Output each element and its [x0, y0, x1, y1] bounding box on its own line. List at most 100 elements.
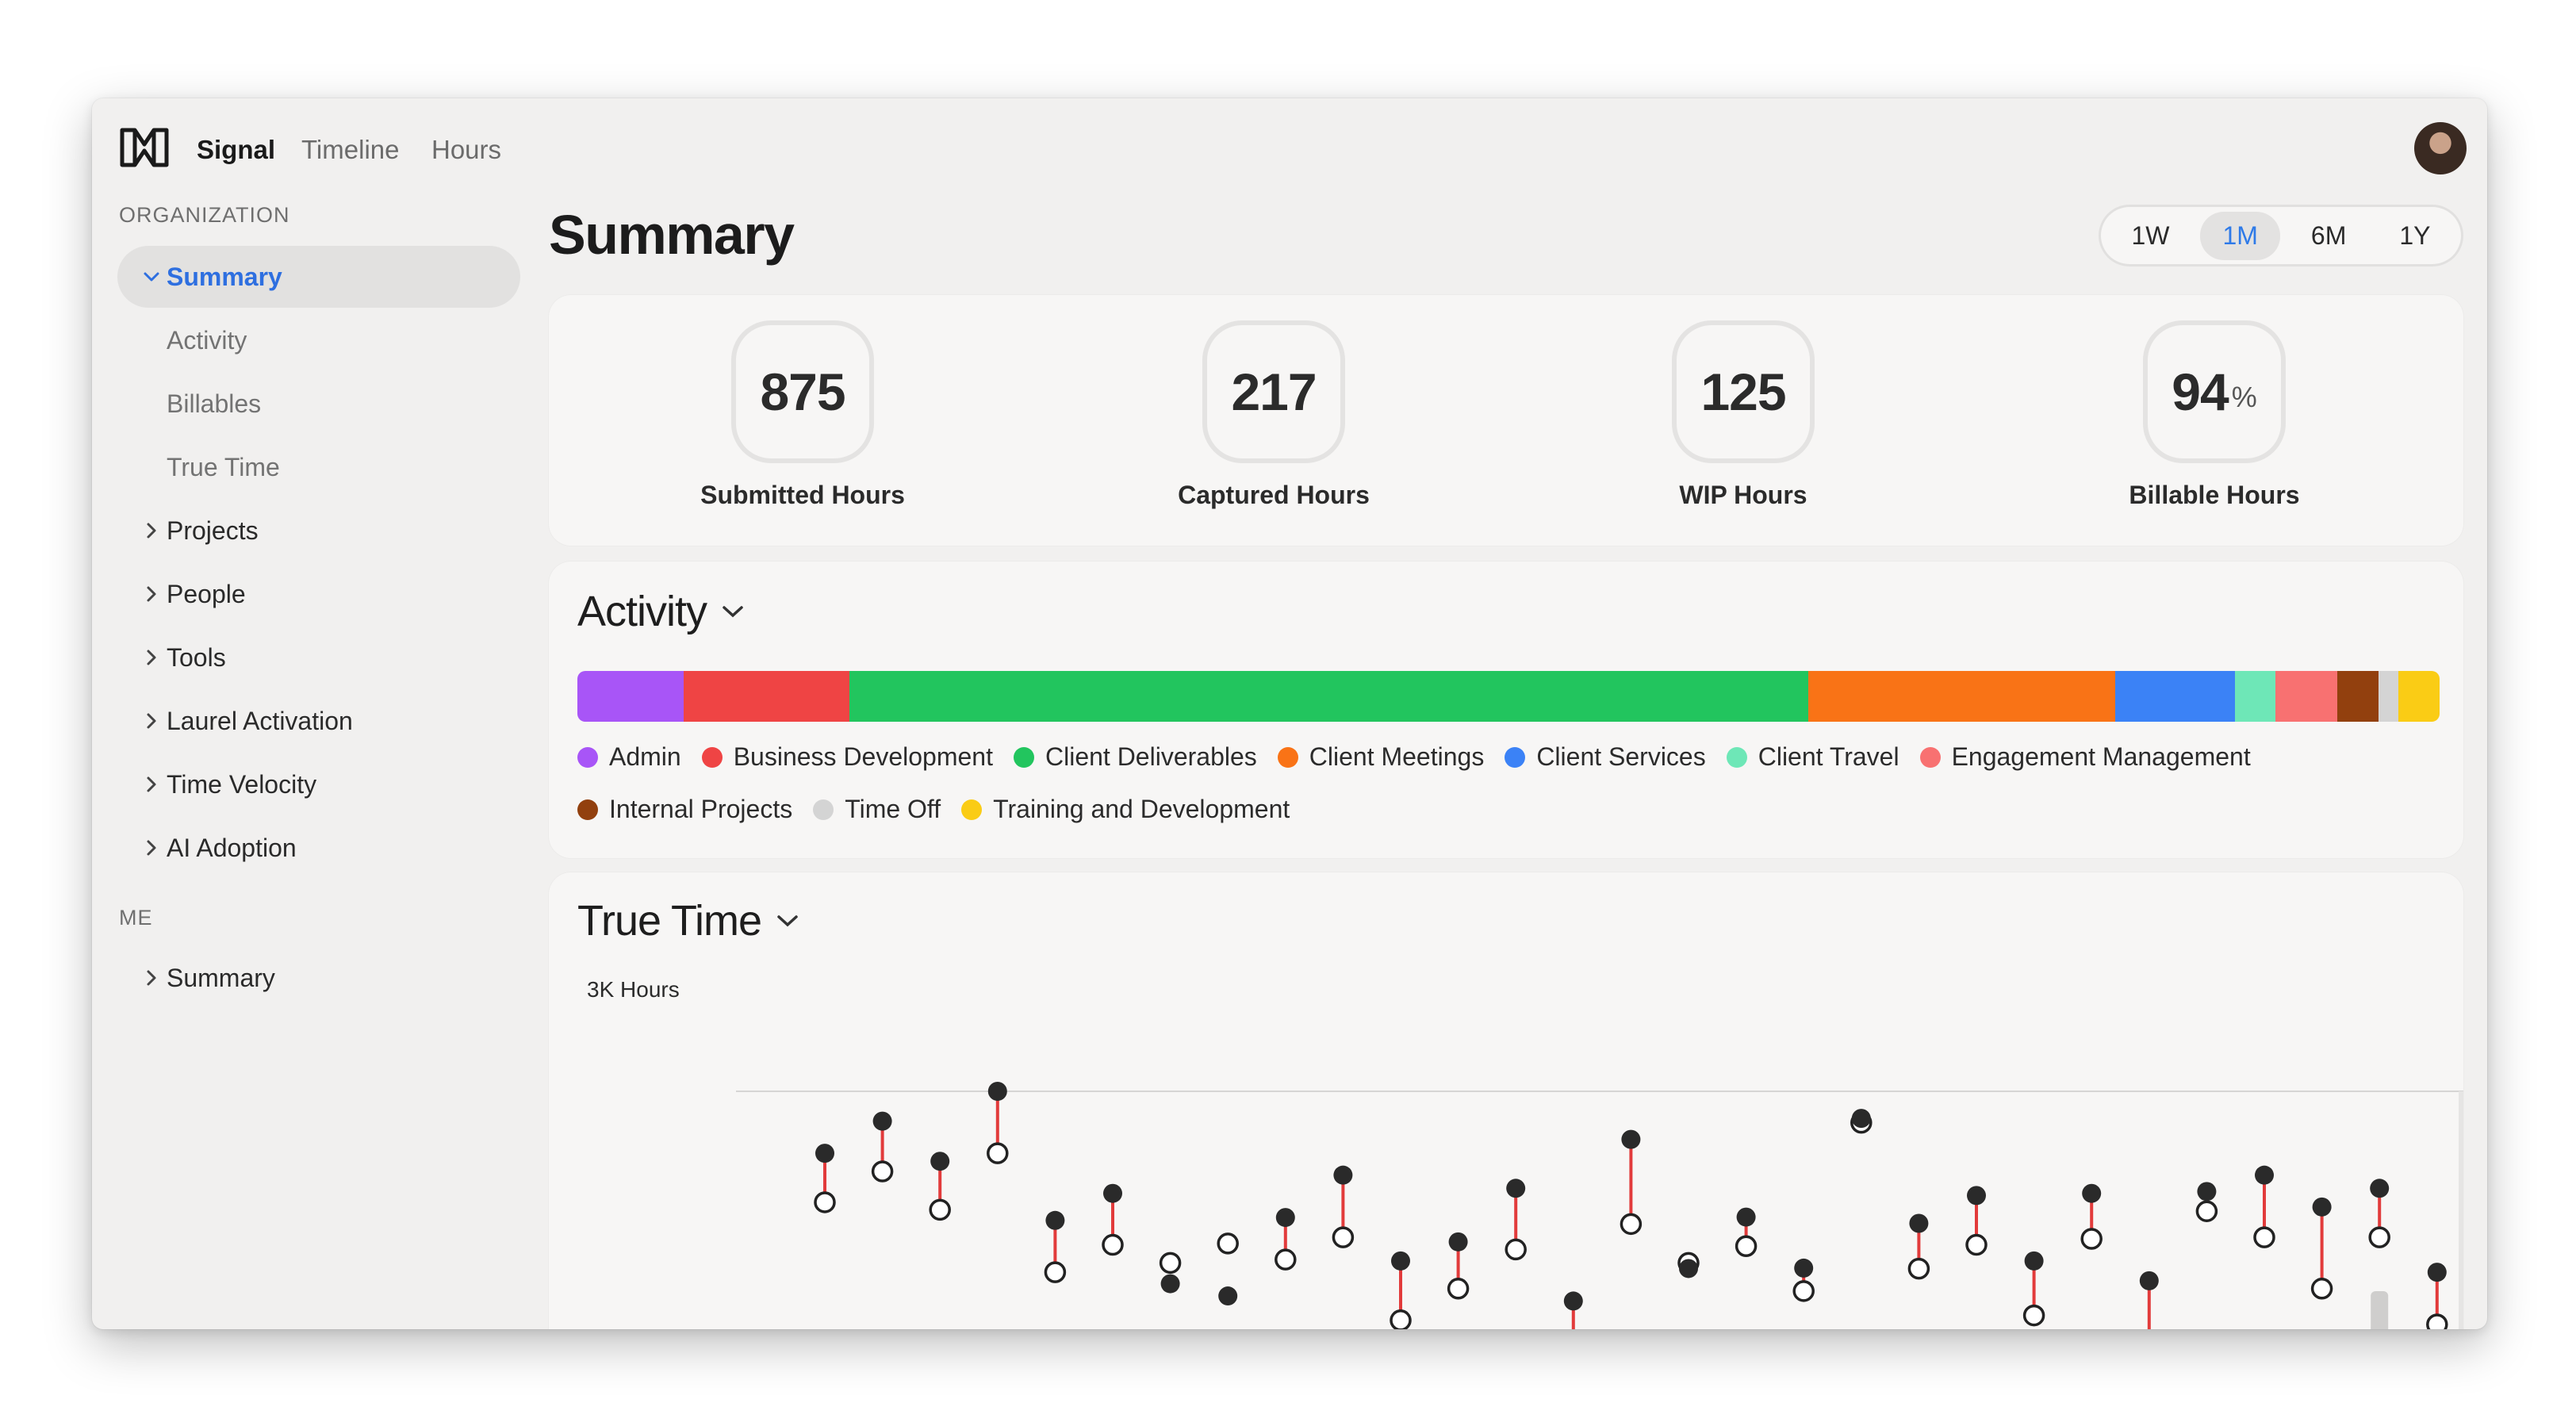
range-option-1w[interactable]: 1W [2131, 220, 2170, 250]
nav-hours[interactable]: Hours [431, 135, 502, 164]
sidebar-item-laurel-activation[interactable]: Laurel Activation [117, 690, 520, 752]
legend-swatch [961, 799, 983, 820]
filled-point[interactable] [1103, 1183, 1122, 1203]
nav-timeline[interactable]: Timeline [301, 135, 400, 164]
activity-segment-internal-projects[interactable] [2336, 671, 2379, 722]
hollow-point[interactable] [1907, 1257, 1930, 1280]
activity-segment-engagement-management[interactable] [2275, 671, 2337, 722]
filled-point[interactable] [1736, 1207, 1756, 1227]
filled-point[interactable] [1679, 1259, 1698, 1278]
filled-point[interactable] [1909, 1213, 1929, 1233]
hollow-point[interactable] [2368, 1226, 2390, 1248]
hollow-point[interactable] [1792, 1280, 1815, 1302]
filled-point[interactable] [987, 1082, 1007, 1101]
filled-point[interactable] [1448, 1232, 1468, 1252]
filled-point[interactable] [1851, 1109, 1871, 1129]
hollow-point[interactable] [2310, 1278, 2333, 1300]
sidebar-item-billables[interactable]: Billables [117, 373, 520, 435]
filled-point[interactable] [1218, 1286, 1238, 1306]
sidebar-item-time-velocity[interactable]: Time Velocity [117, 753, 520, 815]
activity-segment-training-and-development[interactable] [2398, 671, 2440, 722]
filled-point[interactable] [2427, 1263, 2447, 1282]
activity-segment-client-services[interactable] [2115, 671, 2235, 722]
filled-point[interactable] [1794, 1258, 1814, 1278]
filled-point[interactable] [1275, 1208, 1295, 1228]
filled-point[interactable] [930, 1152, 950, 1171]
chevron-right-icon [140, 648, 163, 667]
hollow-point[interactable] [2253, 1226, 2275, 1248]
legend-item: Client Travel [1726, 742, 1899, 772]
sidebar-item-projects[interactable]: Projects [117, 500, 520, 562]
sidebar-item-summary[interactable]: Summary [117, 246, 520, 308]
hollow-point[interactable] [1275, 1248, 1297, 1271]
hollow-point[interactable] [1447, 1278, 1470, 1300]
filled-point[interactable] [2082, 1183, 2102, 1203]
hollow-point[interactable] [2426, 1313, 2448, 1329]
hollow-point[interactable] [1217, 1232, 1239, 1255]
hollow-point[interactable] [1965, 1233, 1988, 1256]
chevron-right-icon [140, 968, 163, 987]
activity-title[interactable]: Activity [577, 587, 745, 636]
filled-point[interactable] [1506, 1179, 1526, 1198]
stat-label: Submitted Hours [700, 481, 905, 509]
filled-point[interactable] [2312, 1197, 2332, 1217]
nav-brand-signal[interactable]: Signal [197, 135, 276, 164]
filled-point[interactable] [1160, 1274, 1180, 1294]
legend-item: Business Development [701, 742, 993, 772]
filled-point[interactable] [2024, 1251, 2044, 1271]
stat-value: 217 [1231, 362, 1317, 421]
hollow-point[interactable] [814, 1191, 836, 1213]
sidebar-item-people[interactable]: People [117, 563, 520, 625]
hollow-point[interactable] [2022, 1304, 2045, 1327]
hollow-point[interactable] [871, 1160, 894, 1183]
hollow-point[interactable] [1505, 1238, 1527, 1261]
filled-point[interactable] [1045, 1210, 1065, 1230]
true-time-title[interactable]: True Time [577, 896, 799, 945]
filled-point[interactable] [872, 1111, 892, 1131]
activity-segment-time-off[interactable] [2378, 671, 2399, 722]
range-option-6m[interactable]: 6M [2310, 220, 2347, 250]
filled-point[interactable] [815, 1144, 834, 1163]
filled-point[interactable] [2370, 1179, 2390, 1198]
sidebar-item-ai-adoption[interactable]: AI Adoption [117, 817, 520, 879]
hollow-point[interactable] [987, 1142, 1009, 1164]
activity-segment-client-meetings[interactable] [1808, 671, 2116, 722]
hollow-point[interactable] [1390, 1309, 1412, 1329]
filled-point[interactable] [1967, 1186, 1986, 1206]
activity-segment-business-development[interactable] [683, 671, 849, 722]
chevron-down-icon [723, 606, 743, 618]
hollow-point[interactable] [1102, 1233, 1124, 1256]
filled-point[interactable] [2197, 1182, 2217, 1202]
range-option-1y[interactable]: 1Y [2399, 220, 2431, 250]
filled-point[interactable] [1621, 1129, 1641, 1149]
filled-point[interactable] [1333, 1165, 1353, 1185]
filled-point[interactable] [2255, 1165, 2274, 1185]
filled-point[interactable] [1391, 1251, 1410, 1271]
legend-label: Client Services [1536, 742, 1706, 771]
hollow-point[interactable] [2195, 1200, 2218, 1222]
activity-legend-row: Admin Business Development Client Delivera… [577, 742, 2271, 772]
legend-label: Client Deliverables [1045, 742, 1257, 771]
hollow-point[interactable] [1620, 1213, 1643, 1236]
user-avatar[interactable] [2414, 122, 2467, 174]
legend-label: Client Travel [1758, 742, 1899, 771]
activity-segment-client-deliverables[interactable] [849, 671, 1809, 722]
hollow-point[interactable] [1332, 1226, 1355, 1248]
hollow-point[interactable] [929, 1198, 951, 1221]
sidebar-item-activity[interactable]: Activity [117, 309, 520, 371]
chevron-right-icon [140, 521, 163, 540]
legend-label: Client Meetings [1309, 742, 1485, 771]
hollow-point[interactable] [1735, 1235, 1758, 1257]
activity-segment-admin[interactable] [577, 671, 684, 722]
sidebar-item-me-summary[interactable]: Summary [117, 947, 520, 1009]
filled-point[interactable] [2139, 1271, 2159, 1290]
hollow-point[interactable] [1044, 1261, 1067, 1283]
sidebar-item-true-time[interactable]: True Time [117, 436, 520, 498]
range-option-1m[interactable]: 1M [2200, 211, 2280, 260]
activity-segment-client-travel[interactable] [2234, 671, 2276, 722]
signal-logo-icon[interactable] [117, 125, 171, 170]
hollow-point[interactable] [1159, 1252, 1182, 1275]
hollow-point[interactable] [2080, 1228, 2103, 1250]
sidebar-item-tools[interactable]: Tools [117, 627, 520, 688]
filled-point[interactable] [1563, 1291, 1583, 1311]
